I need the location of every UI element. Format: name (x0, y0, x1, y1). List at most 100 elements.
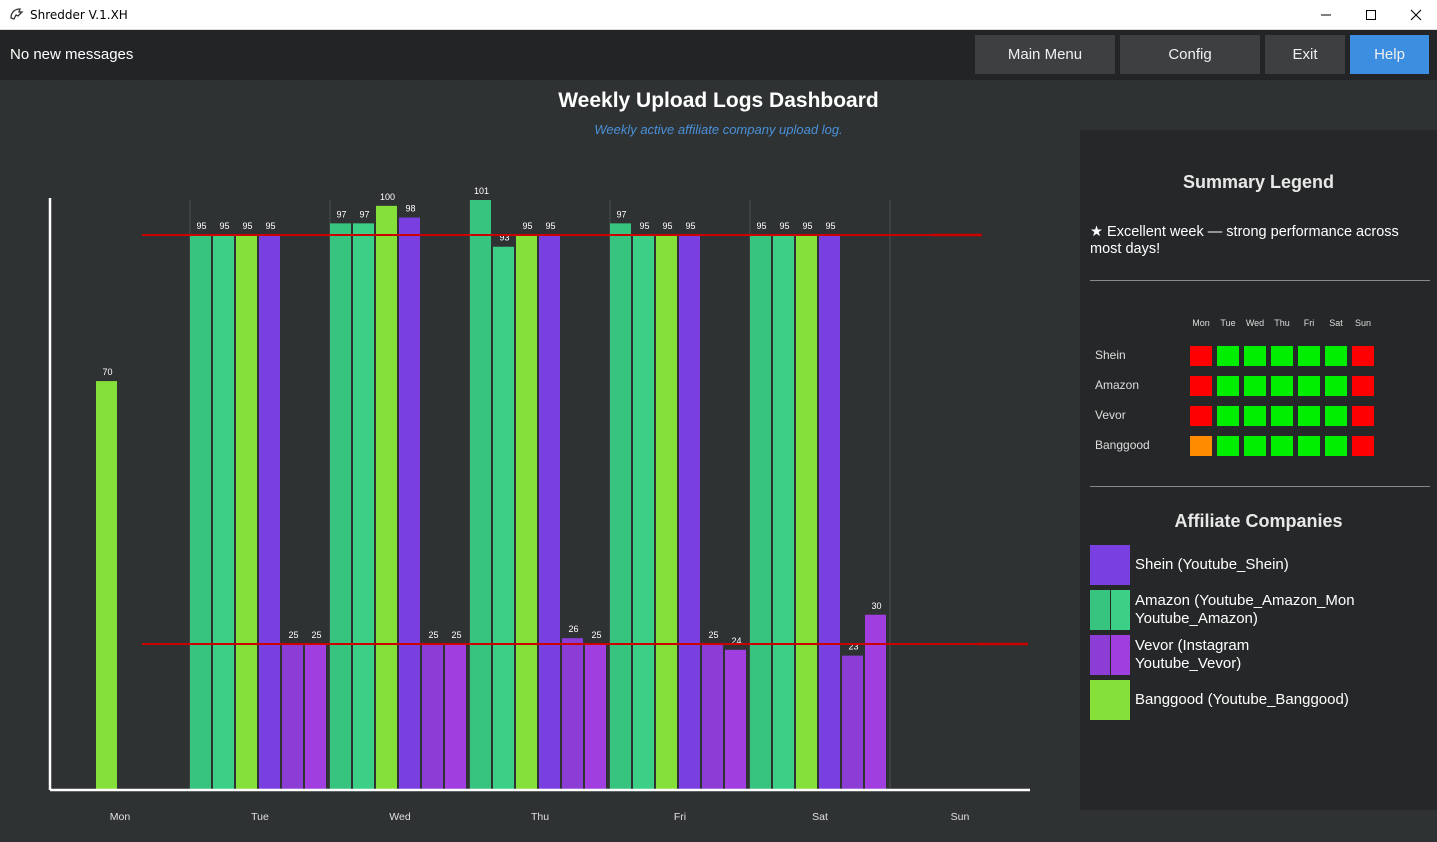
heatmap-row-label: Amazon (1095, 378, 1140, 392)
heatmap-row-label: Banggood (1095, 438, 1150, 452)
bar (282, 643, 303, 790)
heatmap-cell (1190, 376, 1212, 396)
bar (610, 223, 631, 790)
bar (96, 381, 117, 790)
heatmap-cell (1325, 346, 1347, 366)
data-label: 97 (616, 209, 626, 219)
bar (516, 235, 537, 790)
bar (305, 643, 326, 790)
heatmap-cell (1298, 406, 1320, 426)
bar (750, 235, 771, 790)
data-label: 95 (802, 221, 812, 231)
heatmap-cell (1352, 436, 1374, 456)
affiliate-swatch (1090, 545, 1130, 585)
heatmap-cell (1190, 436, 1212, 456)
main-menu-button[interactable]: Main Menu (975, 35, 1115, 74)
swatch-color (1090, 590, 1110, 630)
heatmap-cell (1298, 346, 1320, 366)
data-label: 95 (522, 221, 532, 231)
data-label: 93 (499, 233, 509, 243)
heatmap-day-label: Tue (1220, 318, 1236, 328)
swatch-color (1090, 680, 1130, 720)
data-label: 95 (825, 221, 835, 231)
heatmap-cell (1217, 406, 1239, 426)
heatmap-cell (1325, 406, 1347, 426)
heatmap-cell (1217, 436, 1239, 456)
heatmap-cell (1217, 346, 1239, 366)
bar (493, 246, 514, 790)
data-label: 95 (545, 221, 555, 231)
data-label: 25 (451, 630, 461, 640)
data-label: 95 (219, 221, 229, 231)
upload-bar-chart: 70 95 95 95 95 25 25 97 97 100 98 25 25 101 93 95 95 26 25… (48, 186, 1030, 823)
heatmap-cell (1244, 436, 1266, 456)
minimize-icon (1321, 14, 1331, 16)
heatmap-cell (1352, 346, 1374, 366)
heatmap-cell (1352, 406, 1374, 426)
heatmap-cell (1244, 406, 1266, 426)
bar (399, 217, 420, 790)
data-label: 95 (242, 221, 252, 231)
x-tick-label: Sun (951, 811, 970, 823)
data-label: 25 (428, 630, 438, 640)
data-label: 70 (102, 367, 112, 377)
data-label: 23 (848, 642, 858, 652)
bar (819, 235, 840, 790)
affiliate-label: Shein (Youtube_Shein) (1135, 556, 1289, 573)
summary-title: Summary Legend (1182, 172, 1335, 192)
data-label: 95 (196, 221, 206, 231)
heatmap-day-label: Fri (1303, 318, 1315, 328)
bar (213, 235, 234, 790)
maximize-button[interactable] (1348, 0, 1394, 30)
title-bar: Shredder V.1.XH (0, 0, 1437, 30)
bar (539, 235, 560, 790)
bar (376, 205, 397, 791)
data-label: 95 (662, 221, 672, 231)
heatmap-cell (1217, 376, 1239, 396)
close-button[interactable] (1393, 0, 1437, 30)
bar (445, 643, 466, 790)
bar (585, 643, 606, 790)
heatmap-cell (1271, 436, 1293, 456)
data-label: 97 (359, 209, 369, 219)
affiliate-label: Amazon (Youtube_Amazon_Mon Youtube_Amazo… (1135, 592, 1355, 627)
swatch-color (1109, 635, 1130, 675)
bar (353, 223, 374, 790)
exit-button[interactable]: Exit (1265, 35, 1345, 74)
bar (842, 655, 863, 790)
data-label: 25 (591, 630, 601, 640)
x-tick-label: Sat (812, 811, 828, 823)
data-label: 25 (708, 630, 718, 640)
bar (259, 235, 280, 790)
bar (470, 200, 491, 790)
heatmap-cell (1271, 406, 1293, 426)
heatmap-cell (1244, 376, 1266, 396)
config-button[interactable]: Config (1120, 35, 1260, 74)
divider (1090, 486, 1430, 487)
affiliate-label: Vevor (Instagram Youtube_Vevor) (1135, 637, 1250, 672)
minimize-button[interactable] (1303, 0, 1349, 30)
data-label: 25 (311, 630, 321, 640)
data-label: 95 (639, 221, 649, 231)
data-label: 95 (265, 221, 275, 231)
heatmap-cell (1298, 436, 1320, 456)
bar (679, 235, 700, 790)
dashboard-subtitle: Weekly active affiliate company upload l… (594, 122, 843, 137)
bar (562, 638, 583, 790)
bar (796, 235, 817, 790)
x-tick-label: Wed (389, 811, 411, 823)
bar (330, 223, 351, 790)
maximize-icon (1366, 10, 1376, 20)
heatmap-day-label: Sun (1354, 318, 1371, 328)
data-label: 30 (871, 601, 881, 611)
heatmap-cell (1244, 346, 1266, 366)
data-label: 100 (380, 192, 395, 202)
x-tick-label: Fri (674, 811, 686, 823)
swatch-color (1090, 635, 1110, 675)
affiliate-swatch (1090, 590, 1130, 630)
help-button[interactable]: Help (1350, 35, 1429, 74)
data-label: 98 (405, 204, 415, 214)
data-label: 101 (474, 186, 489, 196)
heatmap-cell (1271, 376, 1293, 396)
swatch-color (1090, 545, 1130, 585)
